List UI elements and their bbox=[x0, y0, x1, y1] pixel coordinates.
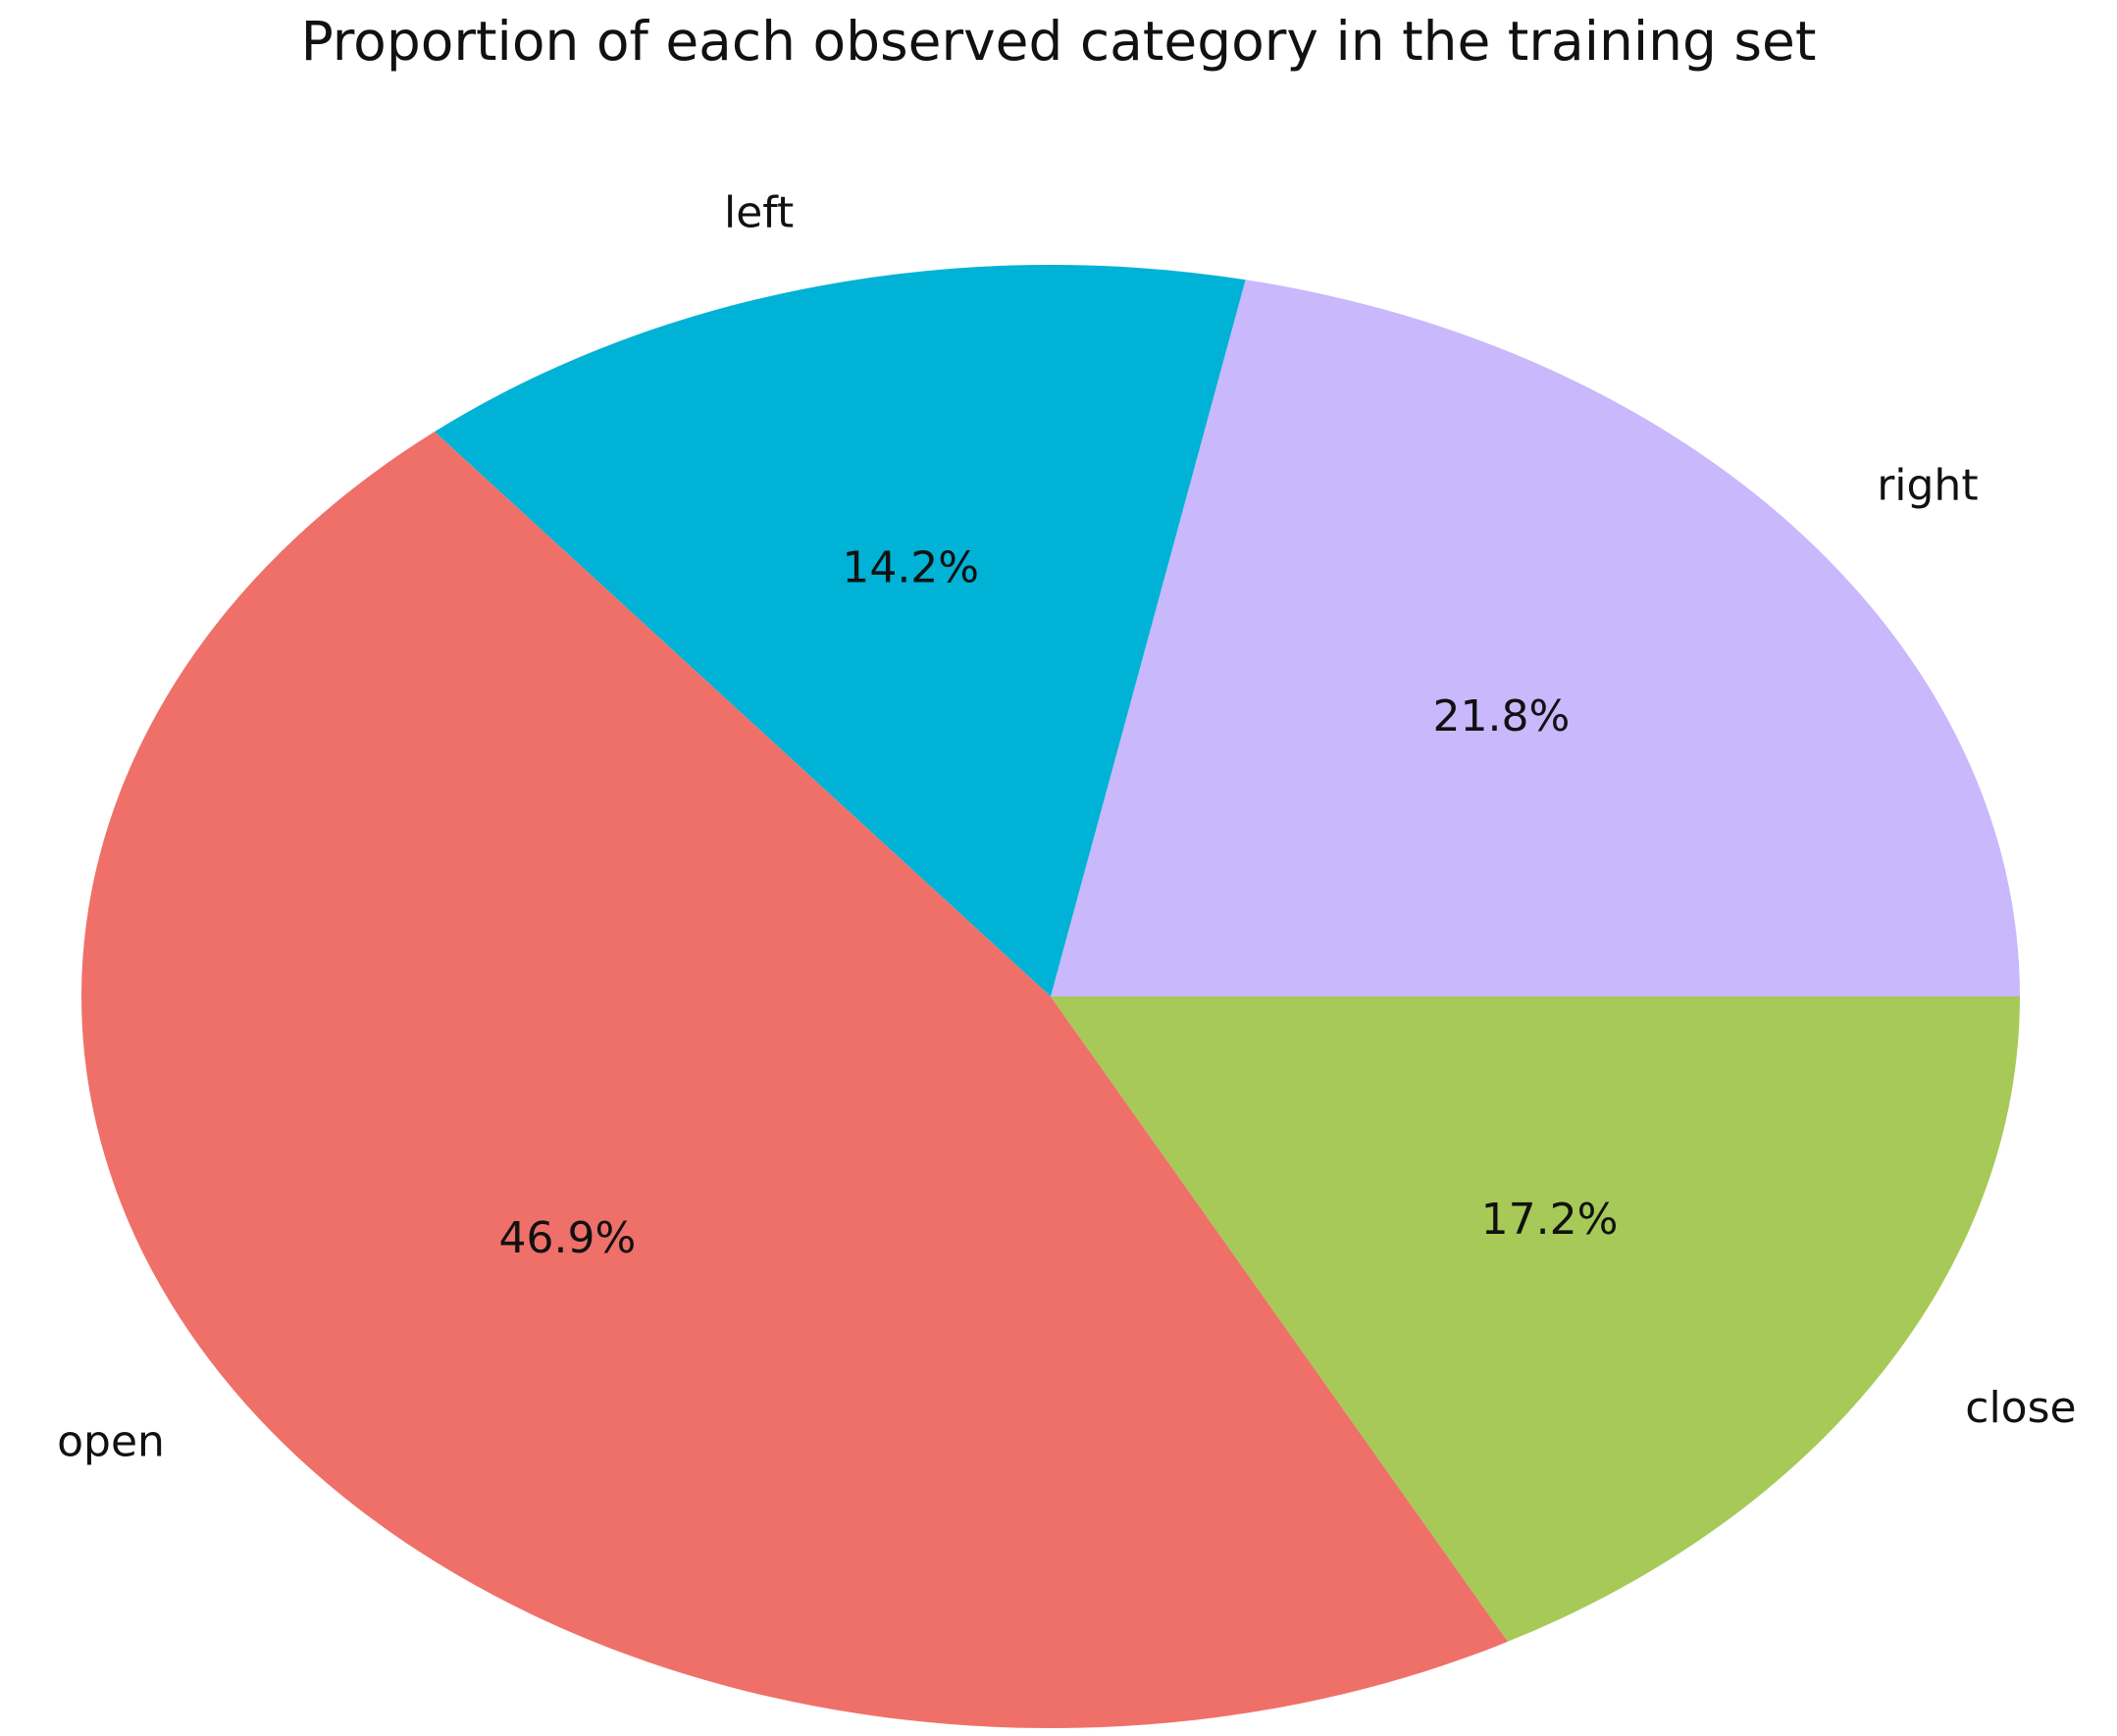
slice-label: right bbox=[1877, 460, 1978, 510]
value-label: 46.9% bbox=[499, 1213, 637, 1263]
pie-slice bbox=[434, 265, 1246, 997]
value-label: 14.2% bbox=[842, 543, 979, 593]
pie-slice bbox=[1051, 280, 2020, 996]
chart-title: Proportion of each observed category in … bbox=[301, 10, 1817, 73]
value-label: 17.2% bbox=[1481, 1195, 1619, 1245]
pie-slice bbox=[80, 432, 1508, 1729]
slice-label: open bbox=[57, 1417, 165, 1467]
slice-label: close bbox=[1965, 1383, 2076, 1433]
value-label: 21.8% bbox=[1432, 691, 1570, 741]
pie-slice bbox=[1051, 996, 2020, 1642]
slice-label: left bbox=[724, 188, 794, 238]
